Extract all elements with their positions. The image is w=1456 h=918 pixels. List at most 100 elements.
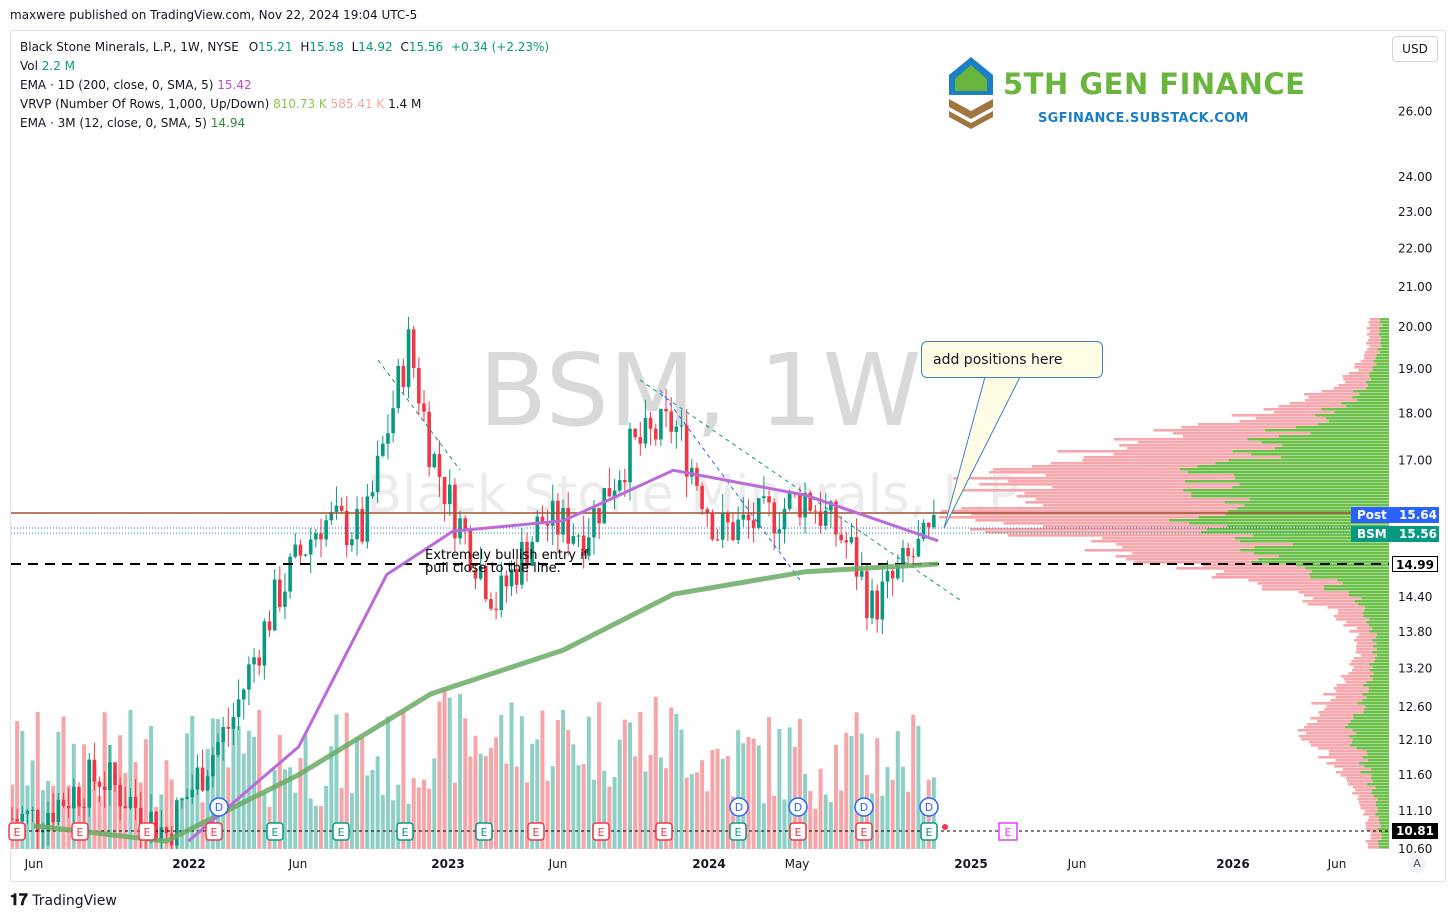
volume-bar — [113, 773, 117, 849]
profile-up-bar — [1372, 369, 1389, 372]
candle-body — [221, 727, 225, 743]
earnings-marker[interactable] — [396, 822, 414, 841]
candle-body — [587, 537, 591, 556]
candle-body — [741, 514, 746, 520]
earnings-marker[interactable] — [71, 822, 89, 841]
earnings-marker[interactable] — [527, 822, 545, 841]
profile-up-bar — [1253, 534, 1389, 537]
earnings-marker[interactable] — [205, 822, 223, 841]
candle-body — [30, 810, 35, 812]
candle-body — [360, 508, 364, 542]
trendline-1[interactable] — [377, 359, 461, 471]
currency-button[interactable]: USD — [1392, 36, 1438, 62]
profile-up-bar — [1369, 675, 1389, 678]
earnings-marker-label: E — [481, 826, 488, 839]
time-axis[interactable]: Jun 2022 Jun 2023 Jun 2024 May 2025 Jun 2026 Jun — [24, 857, 1347, 871]
chart-frame[interactable] — [10, 30, 1446, 882]
price-axis[interactable]: 26.00 24.00 23.00 22.00 21.00 20.00 19.00 18.00… — [1398, 104, 1432, 856]
earnings-marker[interactable] — [475, 822, 493, 841]
add-positions-callout[interactable]: add positions here — [921, 341, 1103, 378]
profile-up-bar — [1240, 549, 1389, 552]
auto-scale-button[interactable]: A — [1408, 855, 1426, 873]
profile-down-bar — [1299, 735, 1350, 738]
candle-body — [823, 510, 828, 526]
legend-ema1: 15.42 — [217, 78, 252, 92]
candle-body — [370, 492, 375, 497]
event-markers[interactable]: E E E E E E E E E E E E E E E ED D D D D — [8, 797, 1018, 841]
candle-body — [386, 433, 390, 444]
candle-body — [298, 544, 303, 556]
earnings-marker[interactable] — [789, 822, 807, 841]
profile-down-bar — [1330, 699, 1363, 702]
earnings-marker[interactable] — [855, 822, 873, 841]
profile-down-bar — [1335, 771, 1361, 774]
earnings-marker-label: E — [272, 826, 279, 839]
volume-bar — [509, 702, 514, 849]
profile-up-bar — [1365, 705, 1389, 708]
volume-bar — [236, 726, 241, 849]
volume-bar — [344, 712, 349, 849]
profile-up-bar — [1359, 393, 1389, 396]
profile-down-bar — [1343, 378, 1371, 381]
profile-down-bar — [1082, 459, 1229, 462]
earnings-marker[interactable] — [8, 822, 26, 841]
tradingview-logo[interactable]: 𝟏𝟕 TradingView — [10, 890, 117, 909]
profile-up-bar — [1249, 498, 1389, 501]
earnings-marker-label: E — [338, 826, 345, 839]
candle-body — [710, 512, 715, 540]
upcoming-earnings-marker[interactable] — [998, 822, 1018, 841]
candle-body — [571, 536, 576, 544]
earnings-marker[interactable] — [332, 822, 350, 841]
earnings-marker[interactable] — [138, 822, 156, 841]
dividend-marker[interactable] — [209, 797, 229, 817]
price-tick-label: 21.00 — [1398, 280, 1432, 294]
profile-up-bar — [1372, 666, 1389, 669]
volume-bar — [349, 793, 354, 849]
dividend-marker[interactable] — [854, 797, 874, 817]
dividend-marker[interactable] — [919, 797, 939, 817]
profile-up-bar — [1239, 483, 1389, 486]
price-tick-label: 10.60 — [1398, 842, 1432, 856]
volume-bar — [504, 763, 509, 849]
volume-bar — [818, 768, 823, 849]
candle-body — [854, 537, 859, 577]
volume-bar — [530, 743, 535, 849]
candle-body — [185, 797, 189, 800]
earnings-marker[interactable] — [920, 822, 938, 841]
profile-down-bar — [1113, 453, 1252, 456]
profile-up-bar — [1187, 471, 1389, 474]
volume-bar — [658, 757, 663, 849]
profile-up-bar — [1235, 477, 1389, 480]
candle-body — [556, 500, 560, 535]
profile-up-bar — [1215, 462, 1389, 465]
brand-url[interactable]: SGFINANCE.SUBSTACK.COM — [1038, 111, 1249, 126]
time-tick-label: Jun — [1327, 857, 1347, 871]
candle-body — [164, 827, 169, 834]
volume-bar — [535, 739, 540, 849]
candle-body — [798, 493, 802, 518]
earnings-marker[interactable] — [592, 822, 610, 841]
earnings-marker-label: E — [795, 826, 802, 839]
legend-vrvp-total: 1.4 M — [388, 97, 422, 111]
profile-down-bar — [989, 471, 1188, 474]
dividend-marker[interactable] — [729, 797, 749, 817]
profile-up-bar — [1381, 336, 1389, 339]
earnings-marker[interactable] — [266, 822, 284, 841]
publish-info: maxwere published on TradingView.com, No… — [10, 8, 418, 22]
profile-up-bar — [1375, 804, 1389, 807]
volume-bar — [324, 785, 329, 849]
candle-body — [896, 565, 900, 579]
profile-down-bar — [1273, 411, 1335, 414]
profile-down-bar — [1348, 783, 1368, 786]
profile-up-bar — [1366, 696, 1389, 699]
volume-bar — [308, 798, 313, 849]
earnings-marker[interactable] — [655, 822, 673, 841]
profile-down-bar — [1358, 795, 1374, 798]
profile-up-bar — [1365, 381, 1389, 384]
dividend-marker[interactable] — [788, 797, 808, 817]
volume-bar — [911, 714, 916, 849]
earnings-marker[interactable] — [729, 822, 747, 841]
profile-down-bar — [1351, 660, 1375, 663]
time-tick-label: Jun — [1067, 857, 1087, 871]
